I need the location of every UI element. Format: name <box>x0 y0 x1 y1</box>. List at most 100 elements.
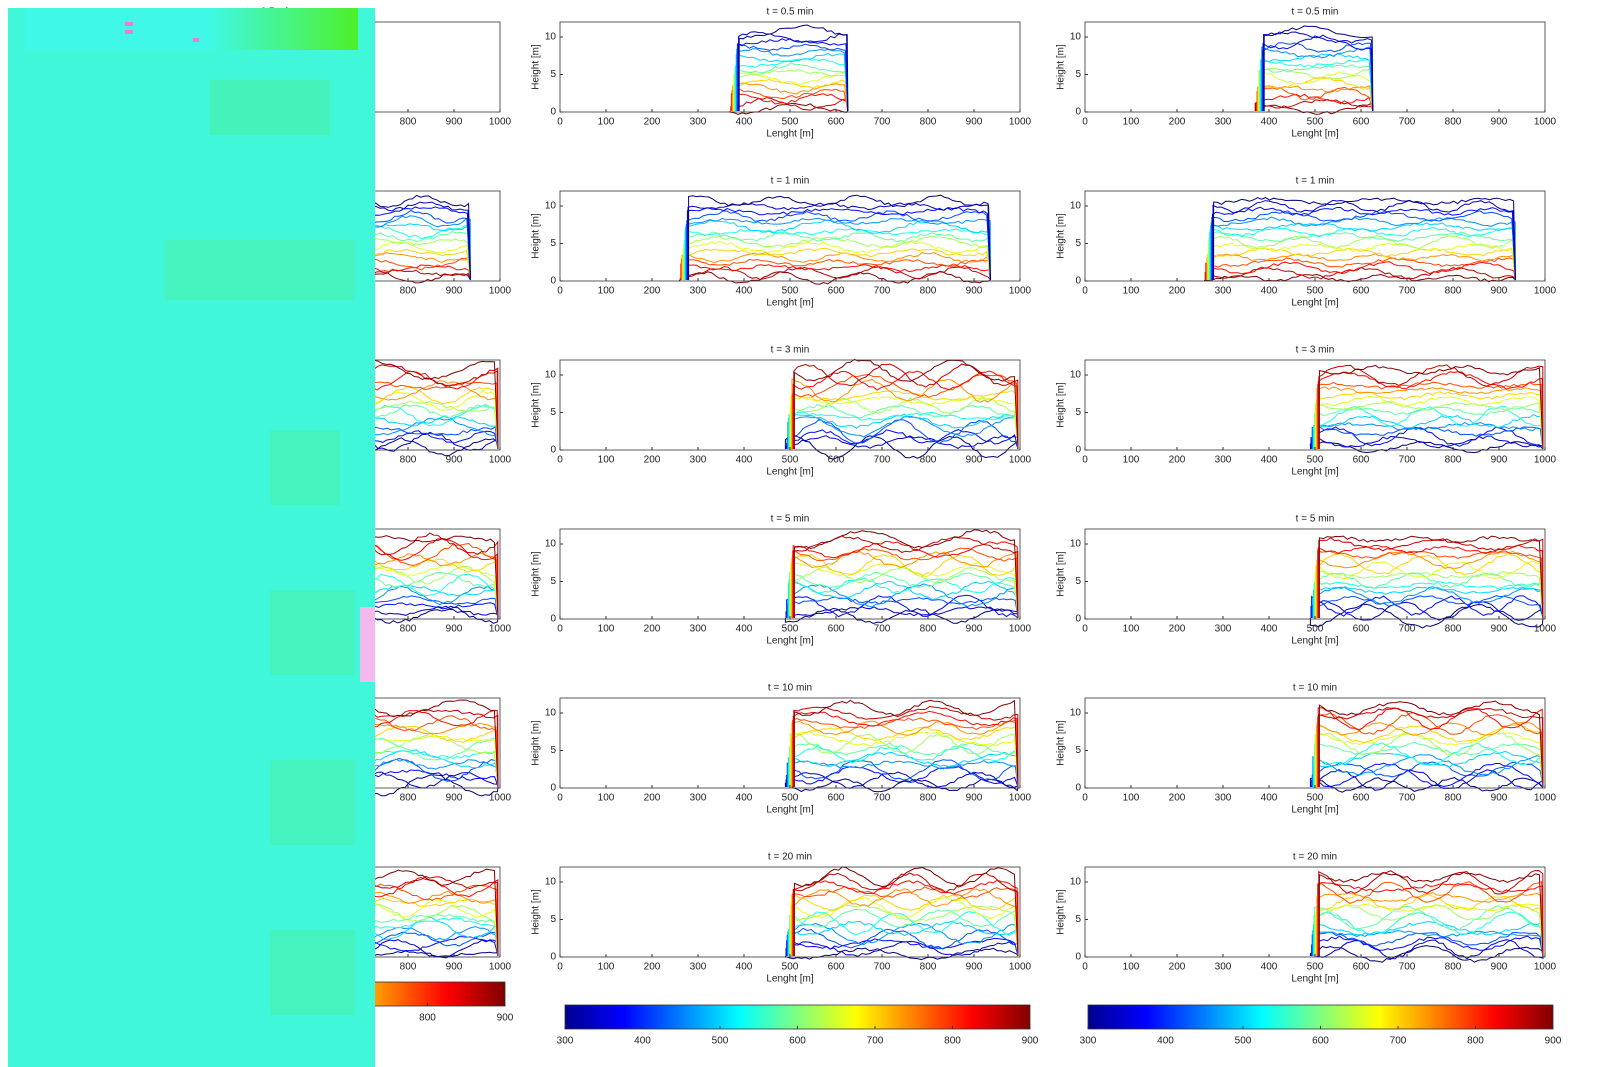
x-tick-label: 600 <box>828 962 845 973</box>
x-tick-label: 700 <box>874 455 891 466</box>
contour-line <box>686 210 991 281</box>
x-tick-label: 500 <box>1307 962 1324 973</box>
x-tick-label: 800 <box>400 455 417 466</box>
contour-line <box>1317 371 1544 450</box>
x-tick-label: 600 <box>1353 286 1370 297</box>
x-tick-label: 800 <box>920 624 937 635</box>
contour-line <box>1314 570 1544 619</box>
y-tick-label: 0 <box>1075 445 1081 456</box>
x-tick-label: 900 <box>1491 624 1508 635</box>
x-tick-label: 500 <box>1307 117 1324 128</box>
colorbar: 300 400 500 600 700 800 900 <box>1080 1004 1562 1047</box>
x-tick-label: 700 <box>874 286 891 297</box>
contour-line <box>786 927 1019 957</box>
y-tick-label: 5 <box>1075 914 1081 925</box>
y-tick-label: 5 <box>550 69 556 80</box>
x-tick-label: 200 <box>644 624 661 635</box>
y-axis-label: Height [m] <box>531 551 542 597</box>
x-tick-label: 200 <box>1169 962 1186 973</box>
contour-line <box>682 247 991 281</box>
x-tick-label: 0 <box>1082 117 1088 128</box>
contour-line <box>1317 549 1544 619</box>
colorbar-tick-label: 900 <box>1022 1036 1039 1047</box>
contours <box>784 866 1019 961</box>
ghost-panel <box>270 760 355 845</box>
panel-title: t = 5 min <box>771 514 810 525</box>
y-tick-label: 0 <box>1075 614 1081 625</box>
x-tick-label: 1000 <box>1009 117 1032 128</box>
contour-line <box>1311 761 1544 788</box>
contour-line <box>687 201 991 281</box>
contours <box>784 358 1019 460</box>
contour-line <box>1312 414 1544 450</box>
contour-line <box>1211 210 1516 281</box>
x-tick-label: 800 <box>1445 624 1462 635</box>
contour-line <box>1316 386 1544 450</box>
contour-line <box>1311 595 1544 619</box>
contour-line <box>738 24 849 112</box>
y-tick-label: 10 <box>545 877 557 888</box>
contour-line <box>792 710 1019 788</box>
x-tick-label: 700 <box>874 962 891 973</box>
contour-line <box>733 68 849 112</box>
contour-line <box>1261 46 1374 112</box>
contour-line <box>791 378 1019 450</box>
contour-line <box>787 760 1019 788</box>
contour-line <box>791 720 1019 788</box>
contour-line <box>1312 586 1544 619</box>
x-tick-label: 1000 <box>1534 117 1557 128</box>
colorbar-tick-label: 800 <box>944 1036 961 1047</box>
y-tick-label: 5 <box>1075 238 1081 249</box>
y-tick-label: 0 <box>550 276 556 287</box>
panel-title: t = 5 min <box>1296 514 1335 525</box>
contour-line <box>1313 581 1544 619</box>
contour-line <box>1317 881 1544 957</box>
x-axis-label: Lenght [m] <box>766 636 813 647</box>
y-tick-label: 0 <box>550 952 556 963</box>
y-tick-label: 5 <box>1075 407 1081 418</box>
x-tick-label: 200 <box>1169 624 1186 635</box>
contour-line <box>1212 199 1516 281</box>
contour-line <box>1207 247 1516 281</box>
y-axis-label: Height [m] <box>1056 213 1067 259</box>
contour-line <box>792 547 1019 619</box>
contour-line <box>1312 754 1544 788</box>
colorbar-tick-label: 500 <box>712 1036 729 1047</box>
x-tick-label: 0 <box>1082 962 1088 973</box>
contour-line <box>787 920 1019 957</box>
x-tick-label: 0 <box>1082 624 1088 635</box>
contour-line <box>682 240 991 281</box>
contour-line <box>733 71 849 112</box>
contour-line <box>686 207 991 281</box>
contour-line <box>793 705 1019 788</box>
plot-frame <box>559 21 1021 113</box>
x-tick-label: 600 <box>1353 455 1370 466</box>
contour-line <box>1317 880 1544 957</box>
y-axis-label: Height [m] <box>531 382 542 428</box>
contour-line <box>793 866 1019 957</box>
contour-line <box>792 540 1019 619</box>
x-tick-label: 200 <box>1169 793 1186 804</box>
x-tick-label: 200 <box>644 117 661 128</box>
contour-line <box>1315 894 1544 957</box>
x-tick-label: 800 <box>400 286 417 297</box>
contour-line <box>1309 945 1544 963</box>
x-tick-label: 200 <box>644 793 661 804</box>
marker <box>125 22 133 26</box>
contour-line <box>1312 921 1544 957</box>
contour-line <box>1262 34 1374 112</box>
x-tick-label: 100 <box>1123 962 1140 973</box>
y-tick-label: 0 <box>550 107 556 118</box>
y-tick-label: 10 <box>545 539 557 550</box>
x-tick-label: 600 <box>828 286 845 297</box>
y-tick-label: 0 <box>1075 276 1081 287</box>
x-tick-label: 900 <box>1491 455 1508 466</box>
contour-line <box>730 97 849 112</box>
x-axis-label: Lenght [m] <box>766 467 813 478</box>
y-axis-label: Height [m] <box>531 889 542 935</box>
x-tick-label: 500 <box>1307 793 1324 804</box>
contour-line <box>790 726 1019 788</box>
